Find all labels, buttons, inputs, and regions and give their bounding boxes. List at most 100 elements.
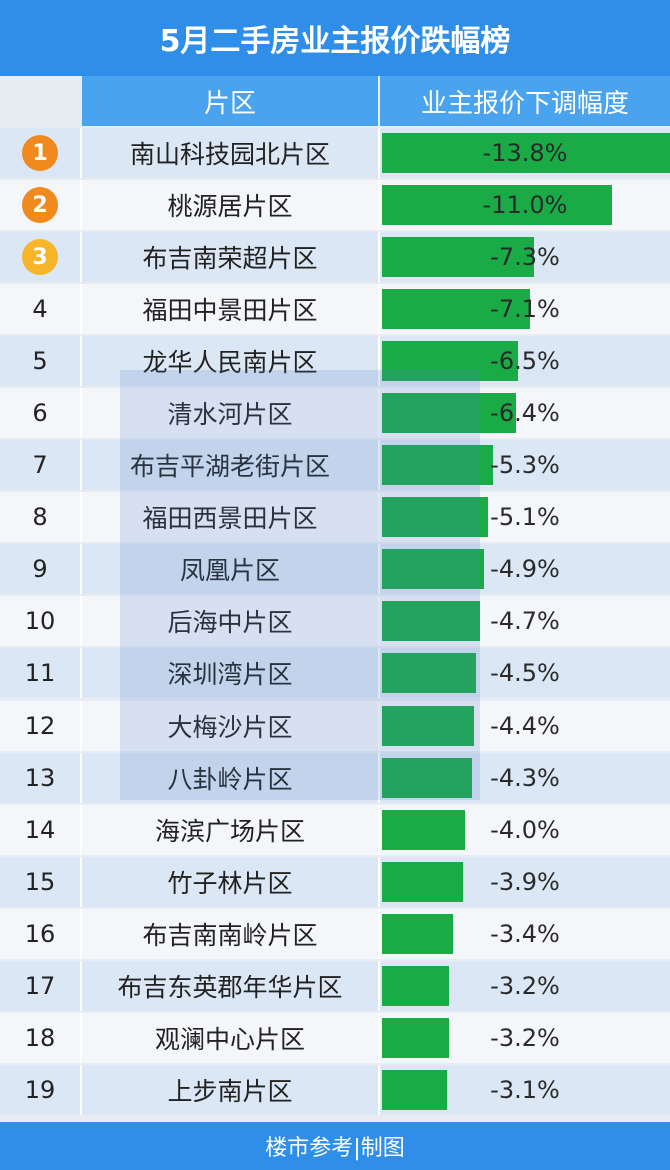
rank-cell: 1 <box>0 128 80 178</box>
value-cell: -3.4% <box>380 909 670 959</box>
data-label: -5.3% <box>490 451 560 480</box>
footer-credit: 楼市参考|制图 <box>0 1122 670 1170</box>
area-name: 凤凰片区 <box>80 544 380 595</box>
value-cell: -6.4% <box>380 388 670 438</box>
area-name: 桃源居片区 <box>80 180 380 231</box>
area-name: 布吉南荣超片区 <box>80 232 380 283</box>
rank-cell: 6 <box>32 399 48 428</box>
table-row: 11 深圳湾片区 -4.5% <box>0 648 670 699</box>
table-row: 14 海滨广场片区 -4.0% <box>0 804 670 855</box>
area-name: 布吉东英郡年华片区 <box>80 960 380 1011</box>
rank-cell: 15 <box>24 867 56 896</box>
value-cell: -13.8% <box>380 128 670 178</box>
table-row: 8 福田西景田片区 -5.1% <box>0 492 670 543</box>
value-cell: -4.5% <box>380 648 670 698</box>
bar <box>382 393 516 434</box>
area-name: 后海中片区 <box>80 596 380 647</box>
bar <box>382 705 474 746</box>
value-cell: -3.9% <box>380 857 670 907</box>
bar <box>382 237 535 278</box>
rank-header <box>0 76 80 126</box>
bar <box>382 653 476 694</box>
rank-cell: 8 <box>32 503 48 532</box>
area-name: 海滨广场片区 <box>80 804 380 855</box>
data-label: -6.5% <box>490 347 560 376</box>
area-name: 清水河片区 <box>80 388 380 439</box>
data-label: -6.4% <box>490 399 560 428</box>
rank-cell: 13 <box>24 763 56 792</box>
data-label: -3.4% <box>490 919 560 948</box>
area-name: 大梅沙片区 <box>80 700 380 751</box>
rank-cell: 19 <box>24 1075 56 1104</box>
rank-cell: 9 <box>32 555 48 584</box>
ranking-rows: 1 南山科技园北片区 -13.8% 2 桃源居片区 -11.0% 3 布吉南荣超片区 -7.3%… <box>0 128 670 1117</box>
bar <box>382 1069 447 1110</box>
data-label: -3.2% <box>490 971 560 1000</box>
table-row: 1 南山科技园北片区 -13.8% <box>0 128 670 178</box>
value-cell: -4.4% <box>380 701 670 751</box>
value-cell: -7.1% <box>380 284 670 334</box>
rank-cell: 11 <box>24 659 56 688</box>
table-row: 6 清水河片区 -6.4% <box>0 388 670 439</box>
data-label: -4.4% <box>490 711 560 740</box>
area-name: 福田中景田片区 <box>80 284 380 335</box>
value-cell: -3.1% <box>380 1065 670 1115</box>
table-row: 13 八卦岭片区 -4.3% <box>0 752 670 803</box>
data-label: -13.8% <box>482 139 568 167</box>
rank-cell: 4 <box>32 295 48 324</box>
bar <box>382 601 481 642</box>
table-row: 2 桃源居片区 -11.0% <box>0 180 670 231</box>
bar <box>382 445 493 486</box>
data-label: -4.9% <box>490 555 560 584</box>
rank-cell: 14 <box>24 815 56 844</box>
bar <box>382 289 531 330</box>
table-row: 5 龙华人民南片区 -6.5% <box>0 336 670 387</box>
data-label: -4.5% <box>490 659 560 688</box>
table-header: 片区 业主报价下调幅度 <box>0 76 670 126</box>
rank-cell: 3 <box>0 232 80 282</box>
table-row: 3 布吉南荣超片区 -7.3% <box>0 232 670 283</box>
rank-medal-icon: 2 <box>22 187 58 224</box>
value-cell: -3.2% <box>380 1013 670 1063</box>
data-label: -7.3% <box>490 243 560 272</box>
data-label: -3.2% <box>490 1023 560 1052</box>
area-name: 南山科技园北片区 <box>80 128 380 178</box>
area-name: 观澜中心片区 <box>80 1012 380 1063</box>
bar <box>382 549 485 590</box>
value-cell: -4.0% <box>380 805 670 855</box>
area-name: 福田西景田片区 <box>80 492 380 543</box>
bar <box>382 757 472 798</box>
value-cell: -11.0% <box>380 180 670 230</box>
table-row: 9 凤凰片区 -4.9% <box>0 544 670 595</box>
data-label: -4.7% <box>490 607 560 636</box>
bar <box>382 913 453 954</box>
rank-cell: 2 <box>0 180 80 230</box>
value-cell: -6.5% <box>380 336 670 386</box>
table-row: 7 布吉平湖老街片区 -5.3% <box>0 440 670 491</box>
data-label: -4.0% <box>490 815 560 844</box>
value-cell: -4.9% <box>380 544 670 594</box>
area-name: 竹子林片区 <box>80 856 380 907</box>
table-row: 19 上步南片区 -3.1% <box>0 1064 670 1115</box>
area-name: 龙华人民南片区 <box>80 336 380 387</box>
area-name: 深圳湾片区 <box>80 648 380 699</box>
bar <box>382 497 489 538</box>
value-cell: -5.3% <box>380 440 670 490</box>
data-label: -7.1% <box>490 295 560 324</box>
table-row: 12 大梅沙片区 -4.4% <box>0 700 670 751</box>
rank-cell: 18 <box>24 1023 56 1052</box>
bar <box>382 185 612 226</box>
data-label: -5.1% <box>490 503 560 532</box>
rank-cell: 12 <box>24 711 56 740</box>
value-cell: -5.1% <box>380 492 670 542</box>
bar <box>382 965 449 1006</box>
bar <box>382 133 670 173</box>
data-label: -11.0% <box>482 191 568 220</box>
data-label: -4.3% <box>490 763 560 792</box>
area-name: 布吉平湖老街片区 <box>80 440 380 491</box>
bar <box>382 861 464 902</box>
value-cell: -4.7% <box>380 596 670 646</box>
value-cell: -7.3% <box>380 232 670 282</box>
area-header: 片区 <box>82 76 378 126</box>
area-name: 布吉南南岭片区 <box>80 908 380 959</box>
